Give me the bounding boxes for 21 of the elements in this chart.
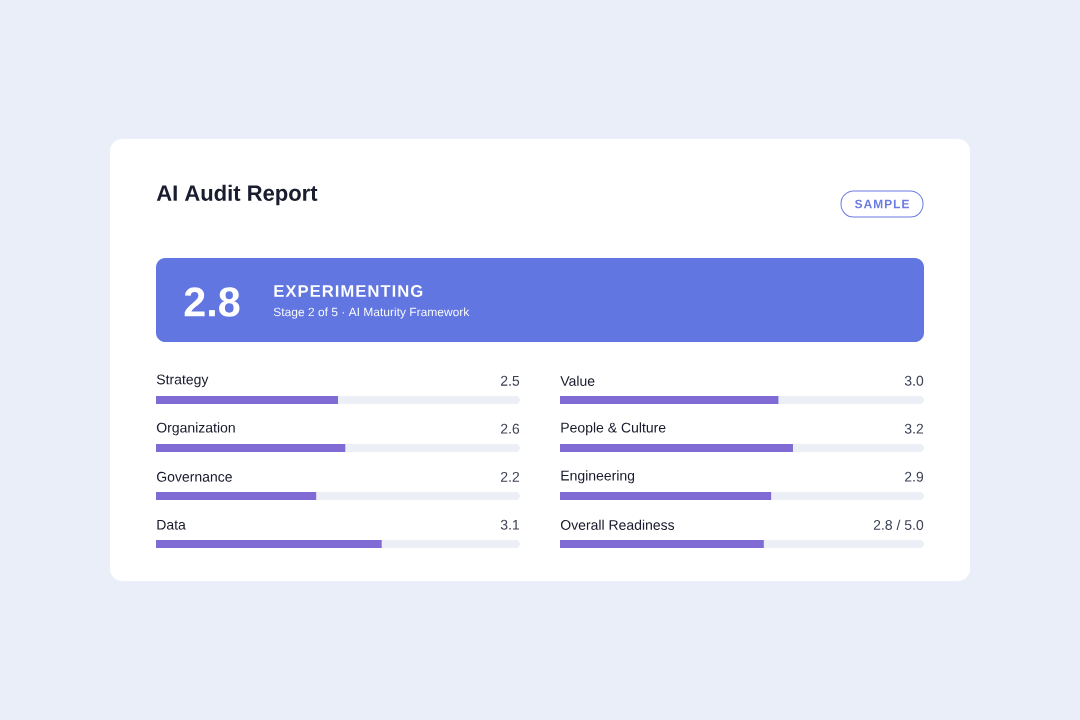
y-tick-label: Overall Readiness <box>560 519 675 530</box>
y-tick-label: Strategy <box>156 374 209 388</box>
text: EXPERIMENTING <box>274 285 423 297</box>
data-label: 2.9 <box>904 471 924 482</box>
data-label: 2.6 <box>500 423 520 434</box>
y-tick-label: Engineering <box>561 470 635 484</box>
y-tick-label: Data <box>157 519 186 530</box>
y-tick-label: Governance <box>156 471 232 482</box>
text: AI Audit Report <box>156 184 318 206</box>
text: Stage 2 of 5 · AI Maturity Framework <box>273 307 470 319</box>
text: 2.8 <box>184 287 240 317</box>
y-tick-label: Organization <box>156 422 235 436</box>
y-tick-label: Value <box>560 375 595 386</box>
y-tick-label: People & Culture <box>561 422 666 436</box>
text: SAMPLE <box>854 199 909 209</box>
data-label: 2.5 <box>500 375 520 386</box>
data-label: 3.1 <box>500 519 520 530</box>
data-label: 3.0 <box>904 375 924 386</box>
data-label: 2.2 <box>500 471 520 482</box>
data-label: 2.8 / 5.0 <box>873 519 924 530</box>
data-label: 3.2 <box>904 423 924 434</box>
